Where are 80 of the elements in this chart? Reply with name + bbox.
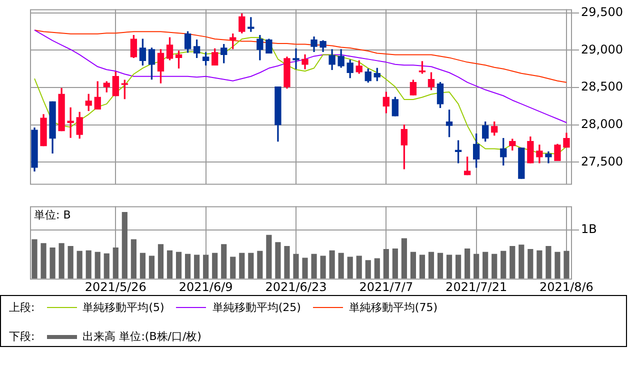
- bar: [266, 234, 272, 279]
- bar: [40, 243, 46, 279]
- x-tick-label: 2021/6/9: [178, 280, 233, 294]
- bar: [401, 238, 407, 279]
- bar: [239, 252, 245, 279]
- bar: [437, 252, 444, 279]
- legend-label: 単純移動平均(25): [212, 300, 301, 315]
- bar: [392, 248, 398, 279]
- y-tick-label: 29,500: [581, 5, 623, 20]
- bar: [528, 248, 534, 279]
- bar: [554, 252, 560, 279]
- x-tick-label: 2021/7/21: [446, 280, 508, 294]
- bar: [492, 254, 498, 279]
- legend-title: 上段:: [9, 300, 35, 315]
- bar: [419, 254, 426, 279]
- y-tick-label: 27,500: [581, 154, 623, 168]
- bar: [546, 246, 552, 279]
- candlestick: [518, 148, 525, 179]
- y-tick-label: 1B: [581, 222, 597, 236]
- bar: [248, 252, 254, 279]
- bar: [203, 254, 209, 279]
- bar: [410, 252, 416, 279]
- y-tick-label: 29,000: [581, 42, 623, 56]
- bar: [221, 244, 227, 279]
- bar: [564, 250, 570, 279]
- bar: [365, 260, 371, 279]
- bar: [329, 250, 335, 279]
- bar: [518, 244, 524, 279]
- y-tick-label: 28,000: [581, 116, 623, 131]
- bar: [474, 254, 480, 279]
- y-tick-label: 28,500: [581, 80, 623, 94]
- bar: [455, 254, 462, 279]
- legend-label: 出来高 単位:(B株/口/枚): [82, 329, 202, 344]
- bar: [356, 256, 362, 279]
- x-tick-label: 2021/8/6: [540, 280, 594, 294]
- bar: [50, 248, 56, 279]
- legend-label: 単純移動平均(5): [82, 300, 164, 315]
- bar: [482, 252, 488, 279]
- bar: [230, 256, 236, 279]
- bar: [383, 248, 389, 279]
- bar: [94, 252, 100, 279]
- bar: [58, 243, 64, 279]
- bar: [148, 256, 155, 279]
- bar: [510, 246, 516, 279]
- legend-label: 単純移動平均(75): [348, 300, 438, 315]
- bar: [320, 256, 326, 279]
- bar: [284, 246, 290, 279]
- bar: [464, 248, 470, 279]
- bar: [374, 258, 380, 279]
- bar: [536, 250, 542, 279]
- legend-title: 下段:: [9, 329, 35, 344]
- annotation: 単位: B: [34, 208, 71, 222]
- bar: [184, 254, 191, 279]
- bar: [130, 239, 136, 279]
- bar: [311, 254, 317, 279]
- x-tick-label: 2021/5/26: [84, 280, 146, 294]
- bar: [446, 254, 452, 279]
- bar: [293, 254, 299, 279]
- bar: [68, 246, 74, 279]
- bar: [500, 250, 506, 279]
- bar: [275, 242, 281, 279]
- x-tick-label: 2021/7/7: [359, 280, 414, 294]
- x-tick-label: 2021/6/23: [265, 280, 327, 294]
- bar: [338, 252, 344, 279]
- bar: [176, 252, 182, 279]
- bar: [166, 250, 173, 279]
- bar: [86, 250, 92, 279]
- bar: [140, 252, 146, 279]
- bar: [32, 239, 38, 279]
- bar: [112, 248, 118, 279]
- bar: [428, 252, 434, 279]
- bar: [347, 256, 353, 279]
- bar: [158, 244, 164, 279]
- bar: [257, 250, 263, 279]
- bar: [194, 254, 200, 279]
- bar: [212, 252, 218, 279]
- bar: [122, 212, 128, 279]
- bar: [302, 258, 308, 279]
- bar: [76, 250, 82, 279]
- bar: [104, 253, 110, 279]
